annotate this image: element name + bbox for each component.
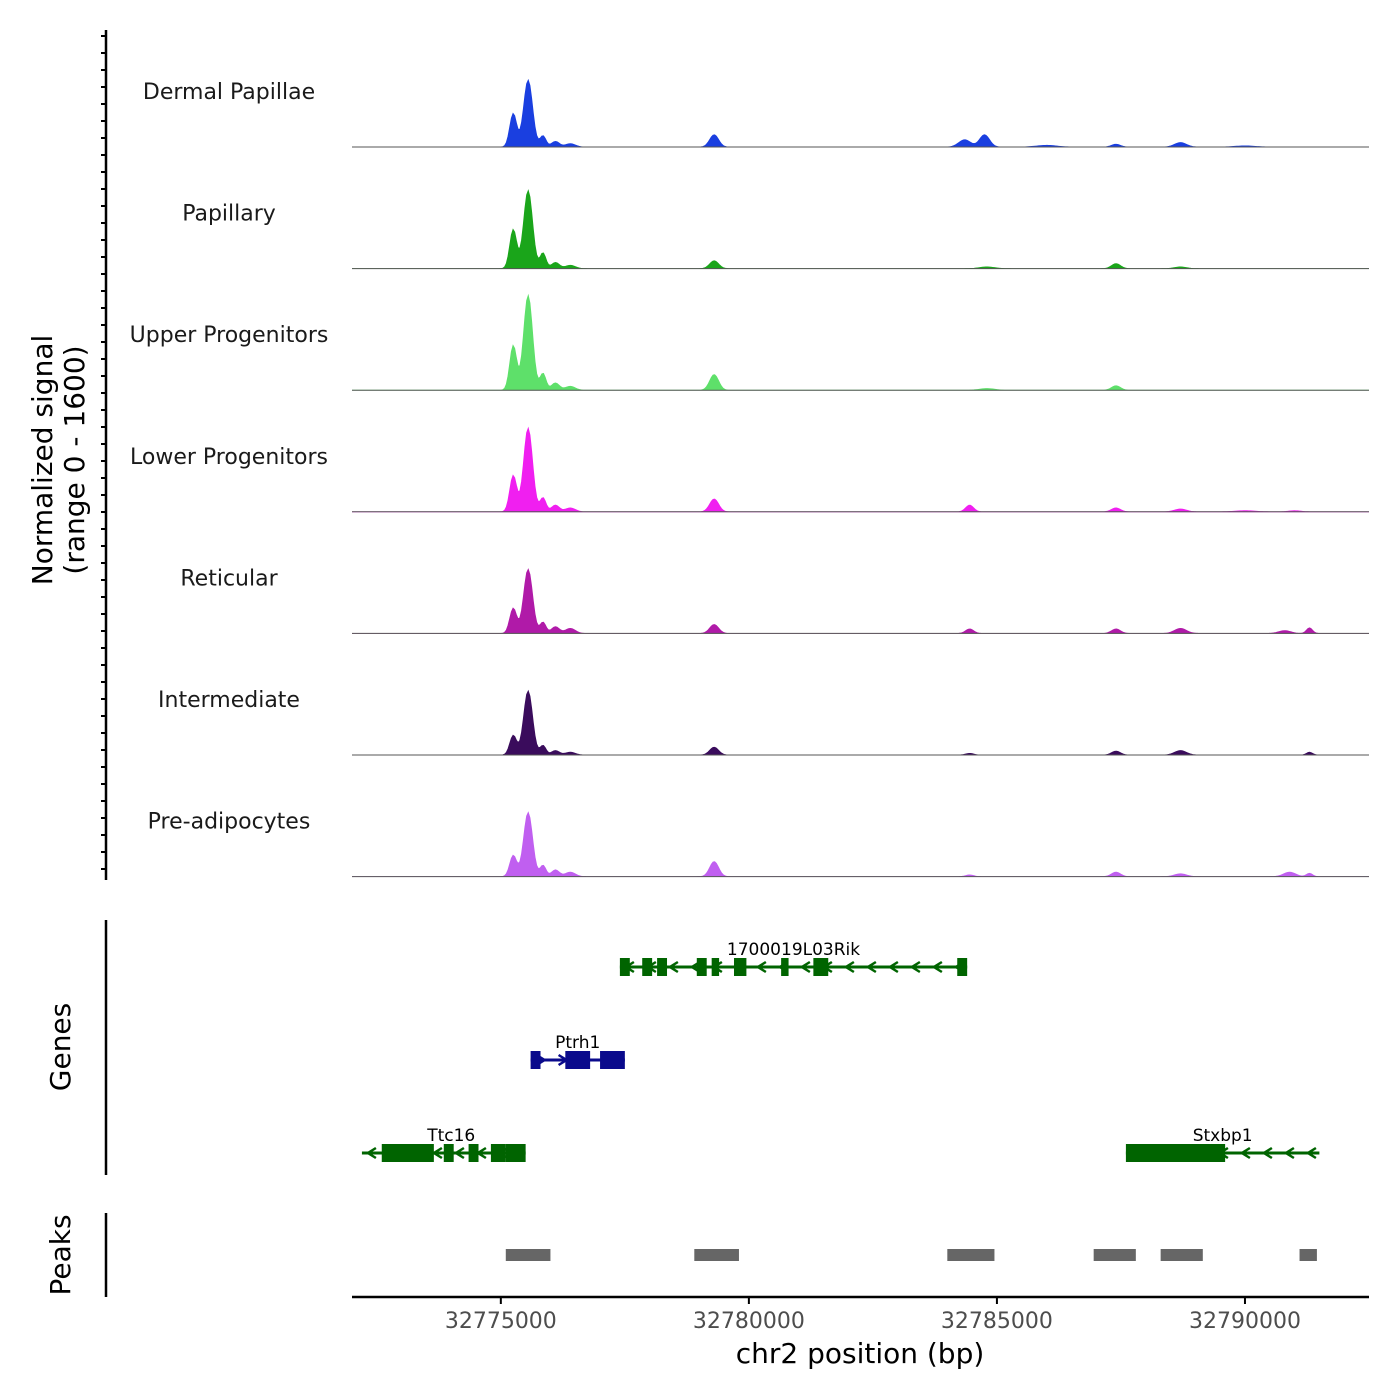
- strand-arrow: [1239, 1146, 1251, 1160]
- strand-arrow: [1261, 1146, 1273, 1160]
- exon: [642, 958, 653, 976]
- signal-area: [352, 426, 1369, 513]
- peaks-panel-label: Peaks: [44, 1214, 77, 1295]
- strand-arrow: [1305, 1146, 1317, 1160]
- gene-name-label: 1700019L03Rik: [727, 940, 860, 960]
- track-1: Papillary: [182, 189, 1369, 270]
- x-tick-label: 32775000: [445, 1309, 557, 1334]
- track-label: Upper Progenitors: [130, 323, 329, 348]
- peak-region: [1160, 1249, 1203, 1261]
- x-tick-label: 32790000: [1189, 1309, 1301, 1334]
- signal-area: [352, 293, 1369, 391]
- exon: [565, 1051, 591, 1069]
- gene-1: Ptrh1: [530, 1033, 625, 1069]
- track-3: Lower Progenitors: [130, 426, 1369, 513]
- strand-arrow: [1283, 1146, 1295, 1160]
- strand-arrow: [667, 960, 679, 974]
- peak-region: [1093, 1249, 1136, 1261]
- peak-region: [694, 1249, 739, 1261]
- x-axis-title: chr2 position (bp): [736, 1337, 985, 1370]
- strand-arrow: [887, 960, 899, 974]
- exon: [381, 1144, 434, 1162]
- x-tick-label: 32785000: [941, 1309, 1053, 1334]
- track-label: Papillary: [182, 202, 276, 227]
- peak-region: [947, 1249, 995, 1261]
- signal-area: [352, 811, 1369, 877]
- track-0: Dermal Papillae: [143, 78, 1369, 148]
- peak-regions: [505, 1249, 1317, 1261]
- signal-area: [352, 189, 1369, 269]
- exon: [468, 1144, 479, 1162]
- strand-arrow: [843, 960, 855, 974]
- track-2: Upper Progenitors: [130, 293, 1369, 391]
- exon: [619, 958, 630, 976]
- track-5: Intermediate: [158, 688, 1369, 756]
- track-label: Pre-adipocytes: [148, 810, 311, 835]
- signal-y-label-line2: (range 0 - 1600): [58, 345, 91, 574]
- gene-name-label: Ttc16: [426, 1126, 475, 1146]
- exon: [530, 1051, 541, 1069]
- track-label: Intermediate: [158, 688, 300, 713]
- strand-arrow: [909, 960, 921, 974]
- strand-arrow: [453, 1146, 465, 1160]
- exon: [957, 958, 968, 976]
- gene-0: 1700019L03Rik: [619, 940, 968, 976]
- gene-name-label: Stxbp1: [1193, 1126, 1253, 1146]
- track-label: Reticular: [180, 566, 278, 591]
- peak-region: [1299, 1249, 1317, 1261]
- track-6: Pre-adipocytes: [148, 810, 1369, 878]
- signal-y-label-line1: Normalized signal: [26, 335, 59, 586]
- signal-tracks: Dermal Papillae Papillary Upper Progenitor…: [130, 78, 1369, 878]
- exon: [490, 1144, 506, 1162]
- strand-arrow: [431, 1146, 443, 1160]
- x-axis-ticks: 32775000 32780000 32785000 32790000: [445, 1297, 1301, 1334]
- strand-arrow: [865, 960, 877, 974]
- gene-3: Stxbp1: [1125, 1126, 1320, 1162]
- signal-area: [352, 689, 1369, 756]
- exon: [733, 958, 747, 976]
- track-4: Reticular: [180, 566, 1369, 634]
- strand-arrow: [365, 1146, 377, 1160]
- signal-area: [352, 78, 1369, 148]
- gene-2: Ttc16: [361, 1126, 526, 1162]
- exon: [1125, 1144, 1226, 1162]
- signal-y-ticks: [101, 35, 106, 870]
- exon: [711, 958, 720, 976]
- exon: [813, 958, 829, 976]
- gene-name-label: Ptrh1: [555, 1033, 600, 1053]
- genes-panel-label: Genes: [44, 1003, 77, 1091]
- signal-area: [352, 568, 1369, 634]
- strand-arrow: [755, 960, 767, 974]
- track-label: Lower Progenitors: [130, 445, 328, 470]
- exon: [505, 1144, 526, 1162]
- exon: [696, 958, 707, 976]
- exon: [657, 958, 668, 976]
- exon: [600, 1051, 625, 1069]
- exon: [443, 1144, 454, 1162]
- strand-arrow: [931, 960, 943, 974]
- gene-annotations: 1700019L03Rik Ptrh1 Ttc16 Stxbp1: [361, 940, 1320, 1162]
- strand-arrow: [799, 960, 811, 974]
- track-label: Dermal Papillae: [143, 80, 315, 105]
- peak-region: [505, 1249, 551, 1261]
- x-tick-label: 32780000: [693, 1309, 805, 1334]
- exon: [781, 958, 789, 976]
